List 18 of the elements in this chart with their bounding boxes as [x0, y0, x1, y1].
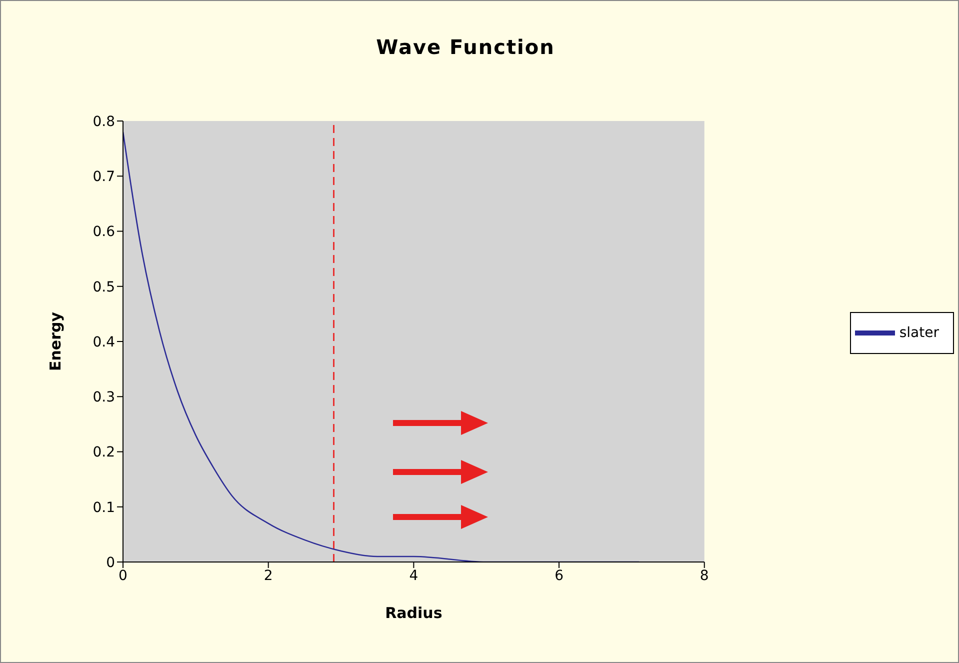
- x-tick-label: 6: [554, 568, 564, 584]
- x-tick-label: 8: [700, 568, 709, 584]
- y-tick-label: 0.1: [92, 500, 115, 516]
- x-axis-title: Radius: [385, 604, 442, 622]
- chart-title: Wave Function: [375, 35, 556, 59]
- y-tick-label: 0.5: [92, 279, 115, 296]
- y-tick-label: 0.7: [92, 169, 115, 186]
- x-tick-label: 0: [118, 568, 128, 584]
- legend-label: slater: [899, 324, 939, 340]
- y-axis-title: Energy: [46, 312, 64, 372]
- y-tick-label: 0.8: [92, 114, 115, 130]
- y-tick-label: 0.6: [92, 224, 116, 240]
- y-tick-label: 0.3: [92, 390, 115, 406]
- x-tick-label: 2: [264, 568, 273, 584]
- y-tick-label: 0.4: [92, 334, 116, 350]
- y-tick-label: 0.2: [92, 444, 115, 461]
- x-tick-label: 4: [409, 568, 418, 584]
- y-tick-label: 0: [106, 554, 115, 571]
